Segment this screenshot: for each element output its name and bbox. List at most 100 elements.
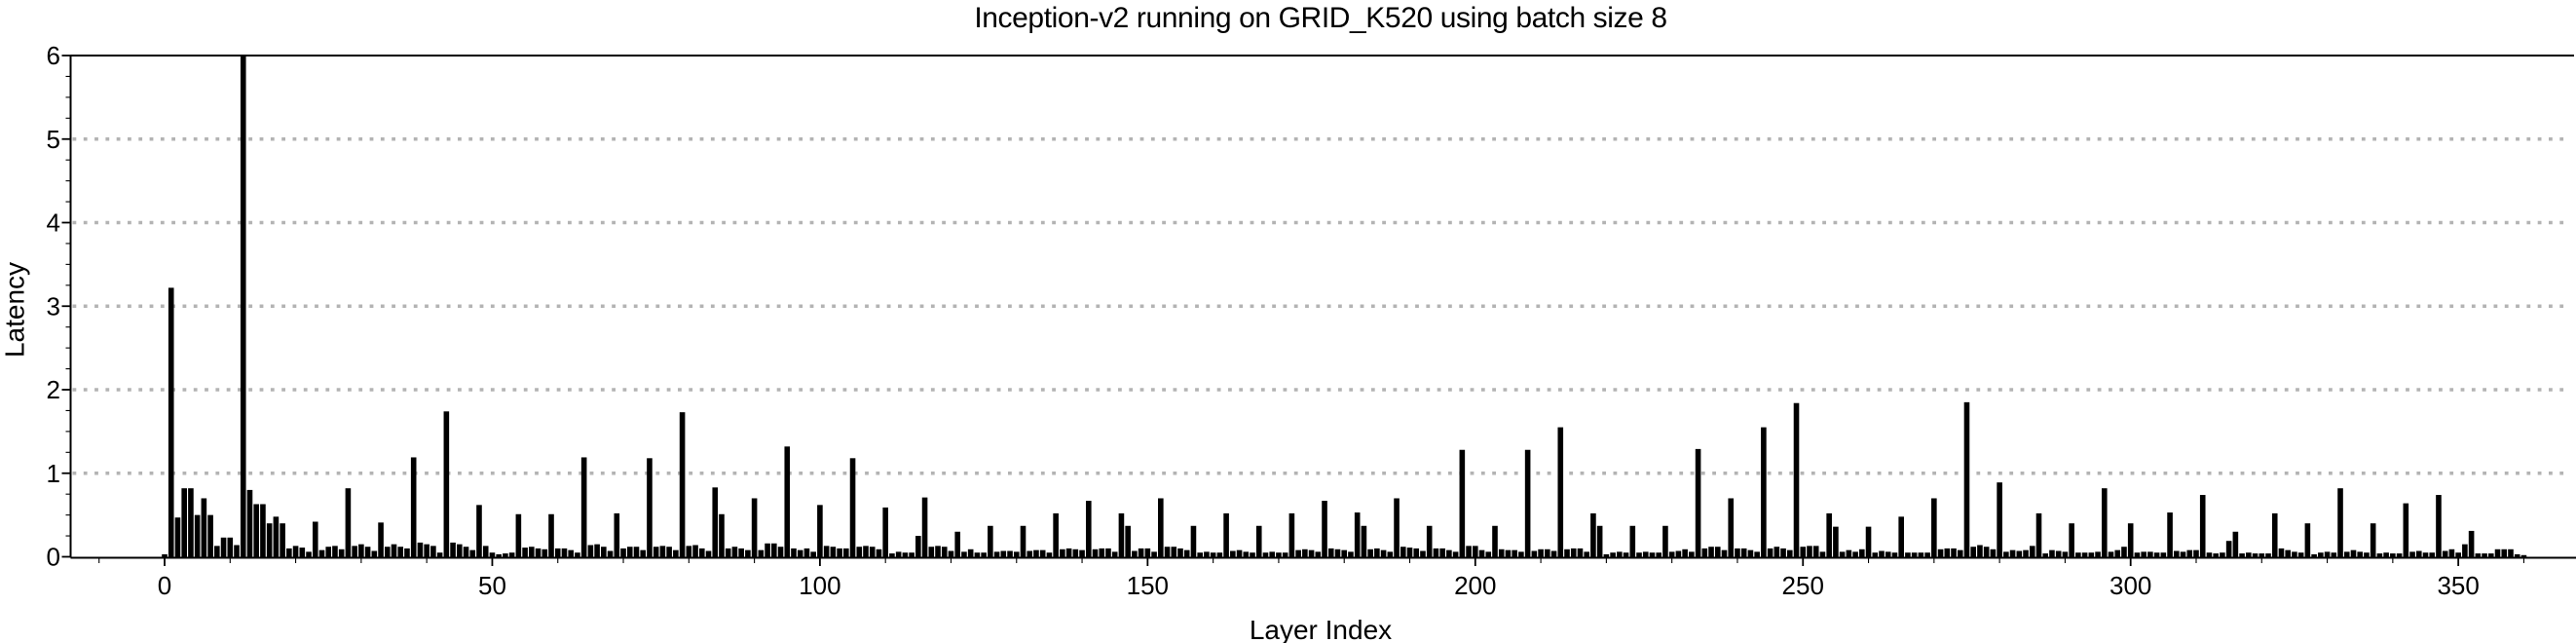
bar: [1780, 548, 1786, 557]
x-tick-label: 150: [1127, 571, 1169, 600]
bar: [1505, 549, 1512, 557]
bar: [2246, 552, 2252, 557]
bar: [1629, 525, 1636, 557]
x-tick-label: 50: [478, 571, 506, 600]
bar: [2220, 552, 2225, 557]
bar: [2403, 503, 2409, 557]
bar: [529, 547, 535, 557]
bar: [2520, 554, 2527, 557]
bar: [1944, 548, 1951, 557]
bar: [2468, 530, 2475, 557]
bar: [2415, 550, 2422, 557]
bar: [2081, 552, 2088, 557]
bar: [1695, 448, 1701, 557]
bar: [1459, 449, 1466, 557]
bar: [2455, 552, 2461, 557]
bar: [843, 548, 849, 557]
x-tick-label: 300: [2109, 571, 2151, 600]
bar: [1754, 551, 1760, 557]
bar: [1662, 525, 1668, 557]
bar: [240, 56, 246, 557]
bar: [889, 553, 895, 557]
bar: [601, 547, 607, 557]
bar: [673, 549, 679, 557]
bar: [928, 547, 935, 557]
bar: [1216, 552, 1223, 557]
bar: [280, 523, 285, 557]
bar: [1085, 501, 1092, 557]
bar: [503, 553, 508, 557]
bar: [1053, 512, 1059, 557]
bar: [1380, 549, 1387, 557]
bar: [2331, 552, 2337, 557]
bar: [207, 514, 213, 557]
bar: [1891, 552, 1898, 557]
bar: [803, 548, 810, 557]
bar: [921, 497, 928, 557]
bar: [2232, 531, 2239, 557]
bar: [1728, 498, 1735, 557]
bar: [260, 504, 266, 557]
bar: [1255, 525, 1262, 557]
bar: [823, 546, 830, 557]
bar: [1970, 547, 1976, 557]
x-tick-label: 250: [1782, 571, 1824, 600]
bar: [1675, 550, 1682, 557]
bar: [1426, 525, 1433, 557]
bar: [1315, 551, 1322, 557]
bar: [633, 547, 640, 557]
bar: [2095, 551, 2101, 557]
bar: [2259, 553, 2265, 557]
bar: [1223, 512, 1229, 557]
bar: [2009, 549, 2016, 557]
bar: [849, 458, 856, 557]
bar: [1322, 501, 1327, 557]
bar: [1236, 549, 1243, 557]
bar: [1911, 552, 1918, 557]
bar: [863, 546, 869, 557]
bar: [1413, 548, 1420, 557]
bar: [1144, 548, 1151, 557]
bar: [1550, 550, 1557, 557]
bar: [1773, 547, 1780, 557]
bar: [2023, 549, 2029, 557]
bar: [1807, 546, 1812, 557]
bar: [417, 542, 424, 557]
bar: [1308, 549, 1315, 557]
bar: [1007, 550, 1013, 557]
bar: [745, 549, 751, 557]
y-tick-label: 4: [47, 208, 60, 238]
bar: [1570, 548, 1577, 557]
bar: [1990, 548, 1997, 557]
bar: [371, 550, 378, 557]
bar: [698, 548, 705, 557]
x-tick-label: 350: [2437, 571, 2479, 600]
bar: [234, 545, 240, 557]
bar: [2035, 512, 2042, 557]
bar: [430, 546, 436, 557]
bar: [666, 547, 672, 557]
bar: [771, 543, 777, 557]
bar: [1111, 551, 1118, 557]
bar: [1164, 547, 1171, 557]
bar: [1819, 551, 1826, 557]
bar: [1406, 548, 1413, 557]
bar: [2160, 552, 2167, 557]
bar: [299, 548, 306, 557]
bar: [2482, 553, 2487, 557]
bar: [1190, 525, 1197, 557]
bar: [2501, 548, 2508, 557]
x-axis-title: Layer Index: [1249, 615, 1393, 643]
bar: [2174, 550, 2180, 557]
bar: [1649, 552, 1656, 557]
bar: [1065, 548, 1072, 557]
bar: [1374, 548, 1380, 557]
bar: [1452, 551, 1459, 557]
bar: [1898, 516, 1904, 557]
bar: [1367, 548, 1373, 557]
bar: [1210, 552, 1216, 557]
bar: [1341, 549, 1348, 557]
bar: [2409, 551, 2415, 557]
bar: [2494, 548, 2501, 557]
